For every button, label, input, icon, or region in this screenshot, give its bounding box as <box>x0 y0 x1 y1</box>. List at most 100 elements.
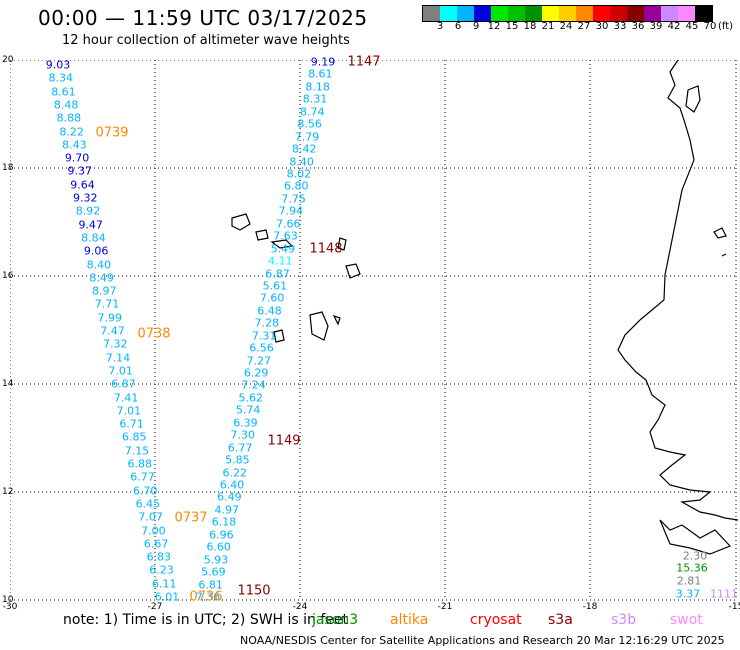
east-pass-value: 6.56 <box>249 341 274 355</box>
coastline <box>231 60 738 555</box>
west-pass-value: 9.06 <box>83 244 109 258</box>
west-pass-value: 6.45 <box>135 497 161 511</box>
west-pass-value: 7.71 <box>94 297 120 311</box>
east-pass-value: 7.24 <box>241 378 266 392</box>
island-dash-2 <box>721 253 727 257</box>
east-pass-value: 7.66 <box>275 217 301 231</box>
east-pass-value: 8.61 <box>308 67 333 81</box>
capeverde-sal <box>337 237 347 251</box>
east-pass-value: 6.87 <box>265 267 290 280</box>
corner-value: 2.30 <box>682 549 708 563</box>
east-pass-value: 6.96 <box>209 528 234 542</box>
west-pass-value: 9.47 <box>78 218 103 232</box>
west-pass-value: 7.15 <box>124 444 150 458</box>
west-pass-value: 6.83 <box>146 550 172 564</box>
legend-tick-label: 30 <box>595 21 609 32</box>
legend-swatch <box>491 6 508 21</box>
west-pass-value: 6.11 <box>152 577 177 591</box>
west-pass-value: 8.61 <box>51 85 76 99</box>
legend-tick-label: 45 <box>685 21 699 32</box>
west-pass-value: 6.67 <box>143 537 169 551</box>
west-pass-value: 9.03 <box>45 58 71 72</box>
west-pass-value: 8.48 <box>53 98 79 112</box>
longitude-tick: -21 <box>437 602 453 612</box>
legend-tick-label: 9 <box>472 21 480 32</box>
east-pass-value: 6.39 <box>233 416 258 430</box>
east-pass-value: 6.48 <box>257 304 282 318</box>
west-pass-value: 8.43 <box>62 138 87 152</box>
capeverde-fogo <box>273 329 285 343</box>
legend-swatch <box>508 6 525 21</box>
east-pass-value: 8.18 <box>305 80 330 94</box>
legend-tick-label: 21 <box>541 21 555 32</box>
longitude-tick: -15 <box>728 602 740 612</box>
east-pass-value: 8.02 <box>286 167 312 181</box>
legend-swatch <box>610 6 627 21</box>
capeverde-santo-antao <box>231 213 251 231</box>
west-pass-value: 8.49 <box>89 271 114 285</box>
east-pass-value: 8.74 <box>300 105 325 119</box>
corner-value: 2.81 <box>676 574 702 588</box>
satellite-label: jason3 <box>312 612 359 628</box>
wave-height-map[interactable] <box>10 60 738 601</box>
legend-tick-label: 36 <box>631 21 645 32</box>
east-pass-value: 6.81 <box>198 578 223 592</box>
legend-tick-label: 33 <box>613 21 627 32</box>
east-pass-value: 6.60 <box>206 540 231 554</box>
west-pass-value: 7.32 <box>102 337 128 351</box>
east-pass-value: 7.94 <box>278 204 304 218</box>
corner-value: 1111 <box>710 587 738 601</box>
east-pass-value: 7.30 <box>230 428 256 442</box>
east-pass-value: 6.80 <box>284 179 309 193</box>
capeverde-santiago <box>309 311 329 341</box>
west-pass-value: 9.32 <box>73 191 98 205</box>
west-pass-value: 6.70 <box>132 484 158 498</box>
longitude-tick: -18 <box>582 602 598 612</box>
longitude-tick: -24 <box>292 602 308 612</box>
legend-swatch <box>593 6 610 21</box>
capeverde-sao-vicente <box>255 229 269 241</box>
east-pass-value: 7.79 <box>294 130 320 144</box>
legend-swatch <box>440 6 457 21</box>
satellite-label: cryosat <box>470 612 522 628</box>
west-pass-value: 6.71 <box>119 417 144 431</box>
east-pass-value: 7.63 <box>273 229 298 243</box>
longitude-tick: -30 <box>2 602 18 612</box>
legend-swatch <box>542 6 559 21</box>
west-pass-value: 8.22 <box>59 125 84 138</box>
west-pass-value: 8.34 <box>48 71 73 85</box>
east-pass-value: 5.61 <box>262 279 288 293</box>
legend-tick-label: 12 <box>487 21 501 32</box>
east-pass-value: 4.11 <box>267 254 293 268</box>
east-pass-value: 8.31 <box>302 92 328 106</box>
graticule <box>10 60 737 601</box>
canary-island-east <box>685 85 701 113</box>
east-pass-value: 8.42 <box>292 142 317 156</box>
capeverde-maio <box>332 314 341 326</box>
bissagos-islands <box>659 519 732 555</box>
east-pass-value: 7.28 <box>254 316 280 330</box>
east-pass-value: 6.40 <box>219 478 245 492</box>
latitude-tick: 14 <box>2 379 14 389</box>
east-pass-value: 5.85 <box>225 453 250 467</box>
west-pass-value: 6.01 <box>154 590 180 604</box>
legend-swatch <box>474 6 491 21</box>
island-dash-1 <box>713 227 727 239</box>
east-pass-value: 7.60 <box>259 291 285 305</box>
east-pass-value: 5.93 <box>203 553 229 567</box>
west-pass-value: 7.99 <box>97 311 123 325</box>
west-pass-value: 8.88 <box>56 111 82 125</box>
pass-time-label: 0738 <box>137 326 171 342</box>
east-pass-value: 7.36 <box>195 590 221 604</box>
color-scale-legend <box>422 5 713 22</box>
legend-tick-label: 6 <box>454 21 462 32</box>
latitude-tick: 20 <box>2 55 14 65</box>
pass-time-label: 0737 <box>174 510 208 526</box>
east-pass-value: 7.31 <box>251 329 277 343</box>
east-pass-value: 5.49 <box>270 242 296 256</box>
pass-time-label: 1149 <box>267 433 301 449</box>
east-pass-value: 5.62 <box>238 391 264 405</box>
west-pass-value: 8.97 <box>92 284 117 298</box>
east-pass-value: 6.18 <box>211 515 237 529</box>
west-pass-value: 6.77 <box>130 470 155 484</box>
